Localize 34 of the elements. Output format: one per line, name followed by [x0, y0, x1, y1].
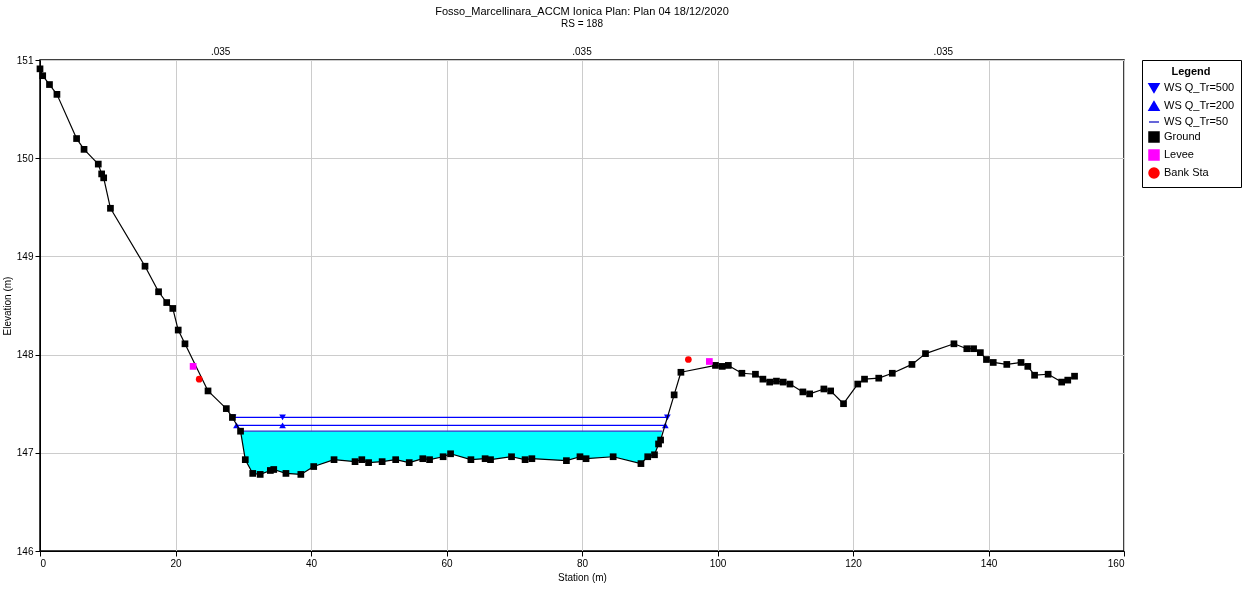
x-tick-label: 140	[980, 557, 998, 569]
x-tick-label: 60	[441, 557, 453, 569]
point	[706, 358, 713, 365]
y-tick-label: 147	[16, 447, 34, 459]
legend-label: WS Q_Tr=50	[1164, 115, 1229, 127]
legend-title: Legend	[1171, 65, 1211, 77]
y-tick-label: 146	[16, 545, 34, 557]
legend-label: WS Q_Tr=200	[1164, 99, 1235, 111]
x-tick-label: 20	[170, 557, 182, 569]
x-axis-title: Station (m)	[558, 571, 607, 583]
point	[189, 363, 197, 370]
text: .035	[933, 46, 954, 57]
x-tick-label: 160	[1107, 557, 1125, 569]
point	[685, 356, 692, 363]
x-tick-label: 40	[305, 557, 318, 569]
legend-label: WS Q_Tr=500	[1164, 81, 1235, 93]
y-tick-label: 150	[16, 152, 34, 164]
legend-label: Bank Sta	[1164, 166, 1210, 178]
chart-subtitle: RS = 188	[561, 18, 604, 29]
text: .035	[572, 46, 593, 57]
point	[195, 375, 203, 383]
y-tick-label: 148	[16, 349, 34, 361]
point	[279, 422, 286, 429]
text: .035	[210, 46, 231, 57]
y-tick-label: 151	[16, 54, 34, 66]
legend-label: Levee	[1164, 148, 1194, 160]
x-tick-label: 120	[845, 557, 863, 569]
y-tick-label: 149	[16, 250, 34, 262]
y-axis-title: Elevation (m)	[1, 276, 13, 336]
legend-label: Ground	[1164, 130, 1201, 142]
x-tick-label: 80	[576, 557, 589, 569]
chart-title: Fosso_Marcellinara_ACCM Ionica Plan: Plan 04 18/12/2020	[435, 5, 729, 17]
x-tick-label: 100	[709, 557, 727, 569]
x-tick-label: 0	[40, 557, 47, 569]
